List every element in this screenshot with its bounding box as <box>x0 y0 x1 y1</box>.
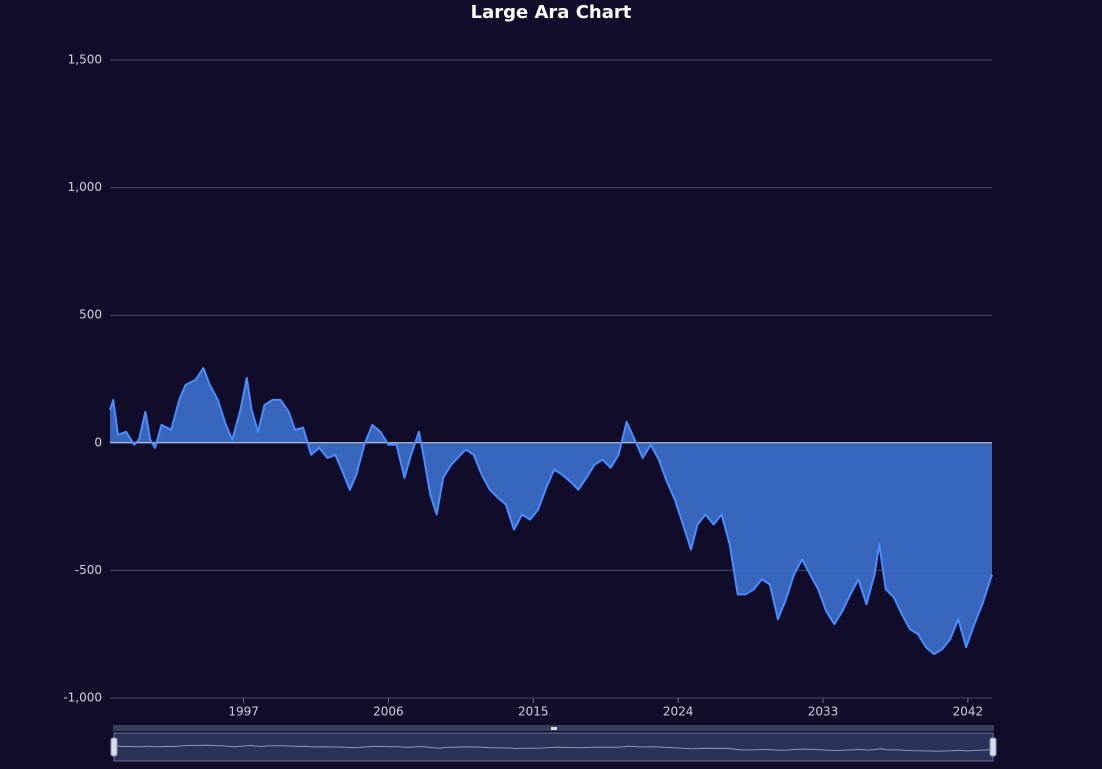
x-tick-label: 1997 <box>228 705 259 719</box>
x-tick-label: 2006 <box>373 705 404 719</box>
x-tick-label: 2042 <box>953 705 984 719</box>
chart-title: Large Ara Chart <box>471 2 632 23</box>
x-tick-label: 2015 <box>518 705 549 719</box>
x-tick-label: 2033 <box>808 705 839 719</box>
zoom-handle-top <box>551 727 557 730</box>
y-tick-label: -500 <box>75 563 102 577</box>
line <box>109 367 993 656</box>
y-tick-label: 500 <box>79 308 102 322</box>
zoom-handle[interactable] <box>110 737 118 757</box>
y-tick-label: 1,500 <box>68 53 102 67</box>
zoom-handle[interactable] <box>989 737 997 757</box>
y-tick-label: 1,000 <box>68 180 102 194</box>
area <box>110 368 992 655</box>
y-tick-label: -1,000 <box>63 691 102 705</box>
zoom-preview <box>113 744 994 752</box>
y-tick-label: 0 <box>94 435 102 449</box>
x-tick-label: 2024 <box>663 705 694 719</box>
